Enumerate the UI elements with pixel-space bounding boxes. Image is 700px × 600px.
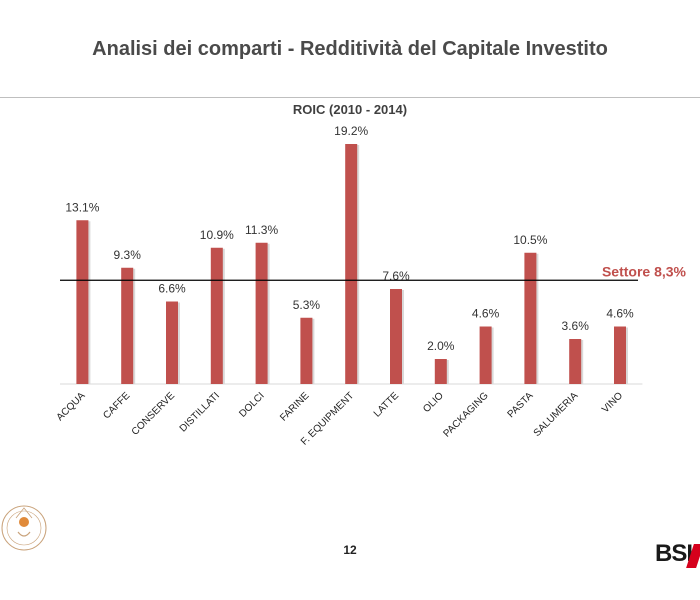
- chart-title: ROIC (2010 - 2014): [293, 102, 407, 117]
- bar-salumeria: [569, 339, 582, 384]
- category-label: OLIO: [421, 390, 446, 415]
- data-label: 9.3%: [114, 248, 142, 262]
- category-label: DOLCI: [237, 390, 266, 419]
- data-label: 4.6%: [606, 307, 634, 321]
- category-label: SALUMERIA: [532, 390, 581, 439]
- category-label: ACQUA: [55, 390, 88, 423]
- bar-pasta: [524, 252, 537, 384]
- data-label: 11.3%: [245, 223, 278, 237]
- bar-caffe: [121, 267, 134, 384]
- data-label: 6.6%: [158, 282, 186, 296]
- bar-conserve: [166, 301, 178, 384]
- data-label: 3.6%: [562, 319, 590, 333]
- bar-f-equipment: [345, 144, 358, 384]
- seal-logo: [1, 505, 47, 551]
- bar-olio: [434, 359, 447, 384]
- data-label: 10.5%: [513, 233, 547, 247]
- data-label: 7.6%: [382, 269, 410, 283]
- category-label: PASTA: [506, 390, 536, 420]
- data-label: 13.1%: [65, 200, 99, 214]
- category-label: LATTE: [372, 390, 401, 419]
- bar-acqua: [76, 220, 89, 384]
- category-label: PACKAGING: [441, 390, 490, 439]
- data-label: 2.0%: [427, 339, 455, 353]
- bar-latte: [390, 289, 402, 384]
- page-number: 12: [343, 543, 357, 557]
- bar-vino: [614, 326, 626, 384]
- category-label: DISTILLATI: [178, 390, 222, 434]
- bar-farine: [300, 317, 313, 384]
- category-label: CONSERVE: [130, 390, 178, 438]
- bar-distillati: [210, 247, 223, 384]
- category-label: VINO: [600, 390, 625, 415]
- data-label: 5.3%: [293, 298, 321, 312]
- category-label: FARINE: [278, 390, 312, 424]
- data-label: 4.6%: [472, 307, 500, 321]
- bar-dolci: [255, 242, 268, 384]
- data-label: 19.2%: [334, 124, 368, 138]
- bar-packaging: [479, 326, 492, 384]
- data-label: 10.9%: [200, 228, 234, 242]
- title-divider: [0, 97, 700, 98]
- category-label: CAFFE: [101, 390, 132, 421]
- sector-reference-label: Settore 8,3%: [602, 263, 687, 279]
- slide-title: Analisi dei comparti - Redditività del C…: [92, 38, 608, 60]
